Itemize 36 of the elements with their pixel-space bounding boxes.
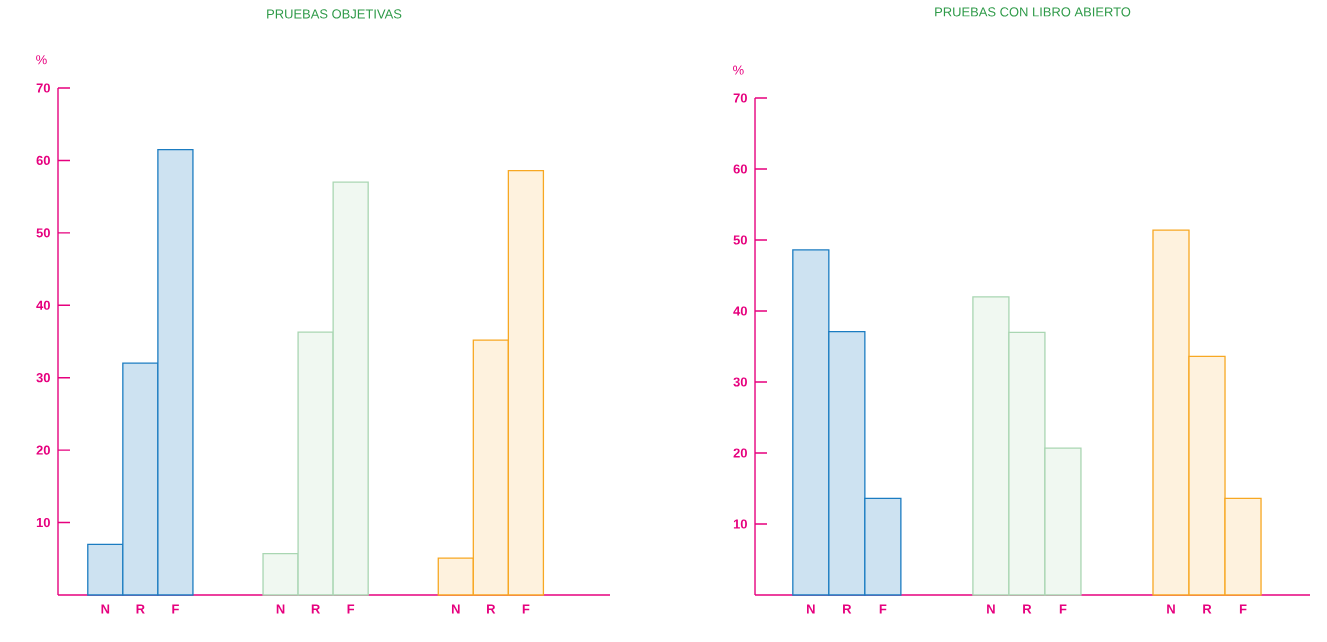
x-tick-label: N <box>1167 604 1175 614</box>
y-tick-label: 10 <box>733 519 747 529</box>
chart-title: PRUEBAS OBJETIVAS <box>267 9 402 19</box>
x-tick-label: R <box>843 604 852 614</box>
x-tick-label: F <box>1239 604 1247 614</box>
x-tick-label: F <box>879 604 887 614</box>
y-tick-label: 60 <box>733 164 747 174</box>
x-tick-label: R <box>311 604 321 614</box>
y-tick-label: 20 <box>36 445 50 455</box>
x-tick-label: R <box>1023 604 1032 614</box>
chart-title: PRUEBAS CON LIBRO ABIERTO <box>935 7 1131 17</box>
x-tick-label: F <box>172 604 179 614</box>
x-tick-label: F <box>347 604 355 614</box>
y-axis-title: % <box>733 65 744 75</box>
y-tick-label: 70 <box>733 93 747 103</box>
y-tick-label: 60 <box>36 155 50 166</box>
x-tick-label: N <box>101 604 110 614</box>
y-tick-label: 50 <box>36 228 50 238</box>
y-tick-label: 50 <box>733 235 747 245</box>
x-tick-label: N <box>451 604 460 614</box>
y-tick-label: 30 <box>733 377 747 387</box>
x-tick-label: R <box>487 604 496 614</box>
y-tick-label: 40 <box>36 300 50 310</box>
x-tick-label: N <box>807 604 815 614</box>
y-tick-label: 10 <box>36 517 50 528</box>
x-tick-label: R <box>1203 604 1212 614</box>
x-tick-label: F <box>522 604 530 614</box>
y-tick-label: 20 <box>733 448 747 458</box>
y-axis-title: % <box>36 55 47 65</box>
x-tick-label: R <box>136 604 145 614</box>
y-tick-label: 70 <box>36 83 50 93</box>
y-tick-label: 30 <box>36 373 50 383</box>
y-tick-label: 40 <box>733 306 747 316</box>
x-tick-label: F <box>1059 604 1067 614</box>
x-tick-label: N <box>987 604 995 614</box>
x-tick-label: N <box>276 604 285 614</box>
